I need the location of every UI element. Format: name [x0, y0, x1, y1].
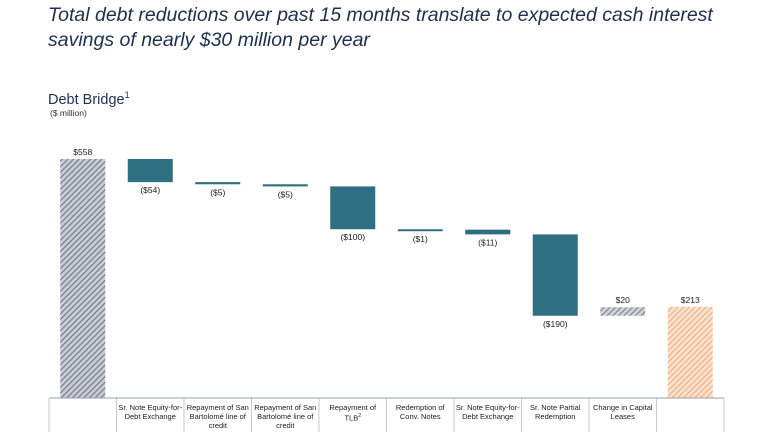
bar-10	[667, 306, 713, 398]
value-label-8: ($190)	[543, 319, 568, 329]
value-label-1: $558	[73, 147, 92, 157]
value-label-10: $213	[681, 295, 700, 305]
chart-title-footnote: 1	[124, 90, 130, 100]
bar-6	[397, 229, 443, 232]
bar-8	[532, 234, 578, 316]
headline: Total debt reductions over past 15 month…	[48, 3, 748, 53]
category-label-8: Sr. Note Partial Redemption	[530, 403, 581, 421]
headline-line-2: savings of nearly $30 million per year	[48, 29, 370, 51]
category-label-footnote: 2	[358, 413, 362, 419]
value-label-3: ($5)	[210, 187, 225, 197]
chart-title: Debt Bridge1	[48, 90, 130, 108]
category-label-3: Repayment of San Bartolomé line of credi…	[186, 403, 249, 430]
category-label-5: Repayment of TLB2	[329, 403, 377, 423]
bar-4	[262, 184, 308, 187]
chart-title-text: Debt Bridge	[48, 91, 125, 108]
bar-5	[330, 186, 376, 230]
value-label-2: ($54)	[140, 185, 160, 195]
bar-3	[195, 182, 241, 185]
value-label-7: ($11)	[478, 237, 497, 247]
category-label-6: Redemption of Conv. Notes	[395, 403, 445, 421]
chart-subtitle: ($ million)	[50, 108, 87, 118]
category-label-2: Sr. Note Equity-for-Debt Exchange	[118, 403, 183, 421]
bar-2	[127, 159, 173, 183]
bar-7	[465, 229, 511, 235]
category-axis	[48, 397, 725, 432]
value-label-9: $20	[616, 295, 630, 305]
category-label-9: Change in Capital Leases	[592, 403, 653, 421]
category-label-4: Repayment of San Bartolomé line of credi…	[254, 403, 317, 430]
value-label-4: ($5)	[278, 189, 293, 199]
value-label-6: ($1)	[413, 234, 428, 244]
bar-9	[600, 307, 646, 316]
value-label-5: ($100)	[340, 232, 365, 242]
category-label-7: Sr. Note Equity-for-Debt Exchange	[455, 403, 520, 421]
bar-1	[60, 159, 106, 398]
chart-bars: $558 ($54) ($5) ($5) ($100) ($1) ($11) ($190) $2…	[60, 147, 713, 398]
headline-line-1: Total debt reductions over past 15 month…	[48, 4, 713, 26]
